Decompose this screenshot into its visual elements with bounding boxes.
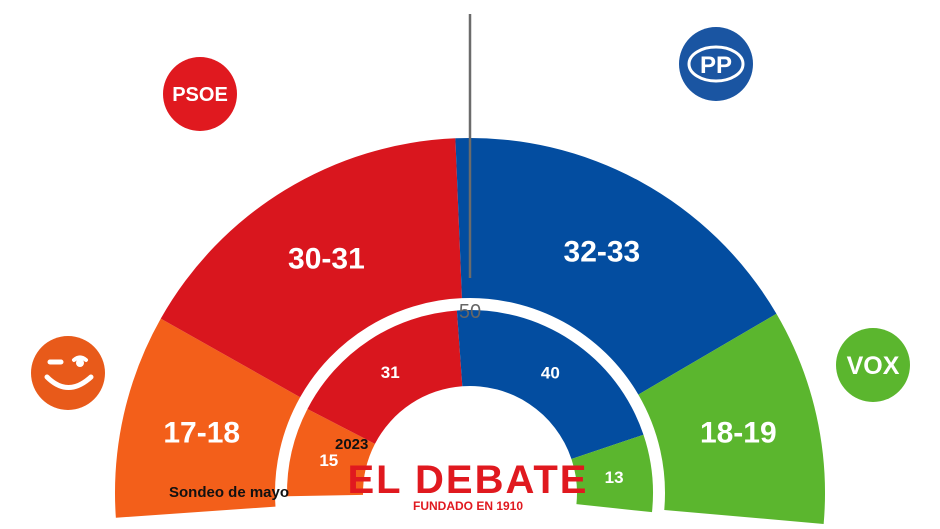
- el-debate-logo: EL DEBATE FUNDADO EN 1910: [348, 458, 589, 513]
- majority-label: 50: [459, 301, 481, 323]
- outer-ring-caption: Sondeo de mayo: [169, 484, 289, 501]
- psoe-logo: PSOE: [163, 57, 237, 131]
- smiley-icon: [31, 336, 105, 410]
- inner-ring-segment-1: [307, 310, 463, 444]
- inner-ring-segment-3: [571, 434, 653, 513]
- inner-ring-label-2: 40: [541, 363, 560, 382]
- outer-ring-segment-1: [160, 138, 462, 398]
- pp-logo-text: PP: [700, 52, 732, 79]
- outer-ring-segment-0: [114, 318, 301, 518]
- vox-logo-text: VOX: [847, 352, 900, 380]
- outer-ring: [114, 138, 825, 524]
- inner-ring-label-3: 13: [605, 468, 624, 487]
- inner-ring: [287, 310, 653, 513]
- psoe-logo-text: PSOE: [172, 84, 228, 106]
- inner-ring-caption: 2023: [335, 436, 368, 453]
- pp-logo: PP: [679, 27, 753, 101]
- inner-ring-label-1: 31: [381, 363, 400, 382]
- inner-ring-label-0: 15: [319, 451, 338, 470]
- inner-ring-segment-2: [456, 310, 644, 459]
- outer-ring-label-1: 30-31: [288, 242, 365, 275]
- brand-tagline: FUNDADO EN 1910: [413, 499, 523, 513]
- outer-ring-label-3: 18-19: [700, 417, 777, 450]
- outer-ring-segment-3: [638, 313, 825, 524]
- inner-ring-segment-0: [287, 408, 375, 497]
- outer-ring-label-2: 32-33: [564, 236, 641, 269]
- outer-ring-label-0: 17-18: [163, 417, 240, 450]
- brand-name: EL DEBATE: [348, 458, 589, 502]
- outer-ring-segment-2: [455, 138, 777, 395]
- vox-logo: VOX: [836, 328, 910, 402]
